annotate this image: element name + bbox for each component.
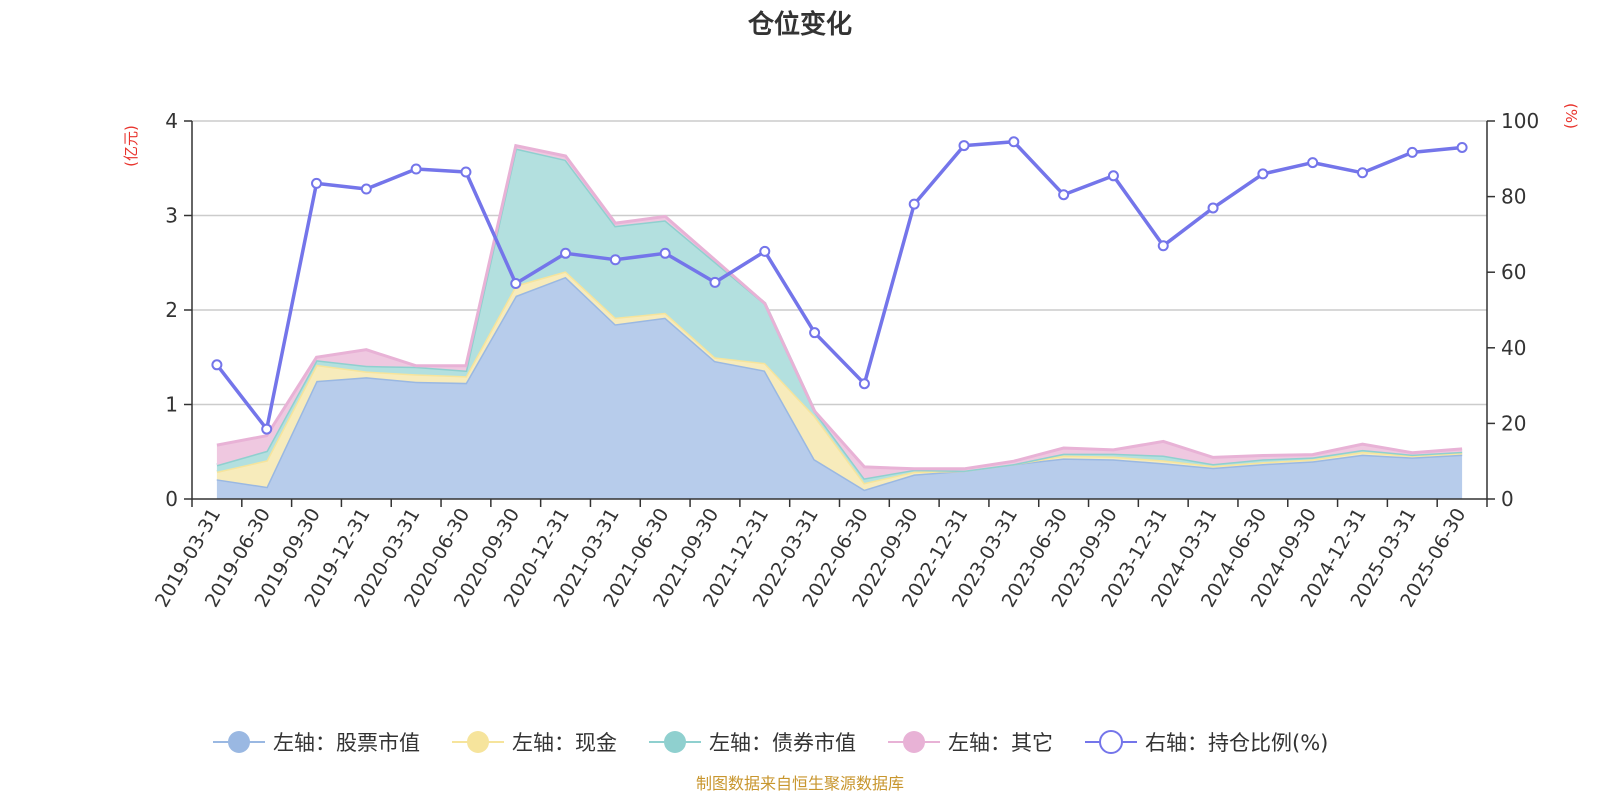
right-tick-label: 40 [1501, 336, 1526, 360]
legend-label: 左轴：债券市值 [709, 731, 856, 755]
ratio-point [609, 254, 621, 266]
ratio-point [1456, 141, 1468, 153]
ratio-point [460, 166, 472, 178]
left-tick-label: 4 [165, 109, 178, 133]
ratio-point [958, 140, 970, 152]
area-左轴：股票市值 [216, 276, 1463, 499]
ratio-point [759, 245, 771, 257]
chart-title: 仓位变化 [747, 9, 852, 40]
ratio-point [1058, 189, 1070, 201]
ratio-point [510, 278, 522, 290]
right-axis-unit: (%) [1562, 103, 1580, 129]
ratio-point [1356, 167, 1368, 179]
area-左轴：现金 [216, 271, 1463, 490]
ratio-point [709, 276, 721, 288]
ratio-point [261, 423, 273, 435]
legend-marker-icon [228, 731, 250, 753]
area-edge-line [216, 143, 1463, 471]
legend-label: 左轴：其它 [948, 731, 1053, 755]
ratio-point [858, 378, 870, 390]
ratio-point [1307, 157, 1319, 169]
right-tick-label: 0 [1501, 487, 1514, 511]
ratio-line-series [211, 136, 1468, 435]
ratio-point [1008, 136, 1020, 148]
legend-marker-icon [903, 731, 925, 753]
ratio-point [560, 247, 572, 259]
ratio-point [908, 198, 920, 210]
ratio-point [211, 359, 223, 371]
ratio-line [215, 140, 1463, 431]
ratio-point [410, 163, 422, 175]
right-tick-label: 20 [1501, 411, 1526, 435]
left-axis-unit: (亿元) [122, 125, 140, 167]
legend-label: 左轴：现金 [512, 731, 617, 755]
ratio-point [1257, 168, 1269, 180]
left-tick-label: 2 [165, 298, 178, 322]
legend-marker-icon [664, 731, 686, 753]
area-左轴：债券市值 [216, 148, 1463, 483]
data-source-note: 制图数据来自恒生聚源数据库 [696, 774, 904, 793]
left-tick-label: 0 [165, 487, 178, 511]
ratio-point [360, 183, 372, 195]
ratio-point [1157, 240, 1169, 252]
legend-marker-icon [467, 731, 489, 753]
legend-marker-icon [1099, 730, 1123, 754]
legend-label: 左轴：股票市值 [273, 731, 420, 755]
ratio-point [311, 177, 323, 189]
grid-lines [192, 120, 1487, 406]
legend-label: 右轴：持仓比例(%) [1145, 731, 1328, 755]
right-tick-label: 60 [1501, 260, 1526, 284]
left-tick-label: 3 [165, 204, 178, 228]
ratio-point [659, 247, 671, 259]
right-tick-label: 80 [1501, 185, 1526, 209]
left-tick-label: 1 [165, 393, 178, 417]
right-tick-label: 100 [1501, 109, 1539, 133]
ratio-point [1107, 170, 1119, 182]
area-series [216, 143, 1463, 499]
legend: 左轴：股票市值 左轴：现金 左轴：债券市值 左轴：其它 右轴：持仓比例(%) [213, 730, 1328, 755]
ratio-point [1406, 146, 1418, 158]
ratio-point [1207, 202, 1219, 214]
ratio-point [809, 327, 821, 339]
